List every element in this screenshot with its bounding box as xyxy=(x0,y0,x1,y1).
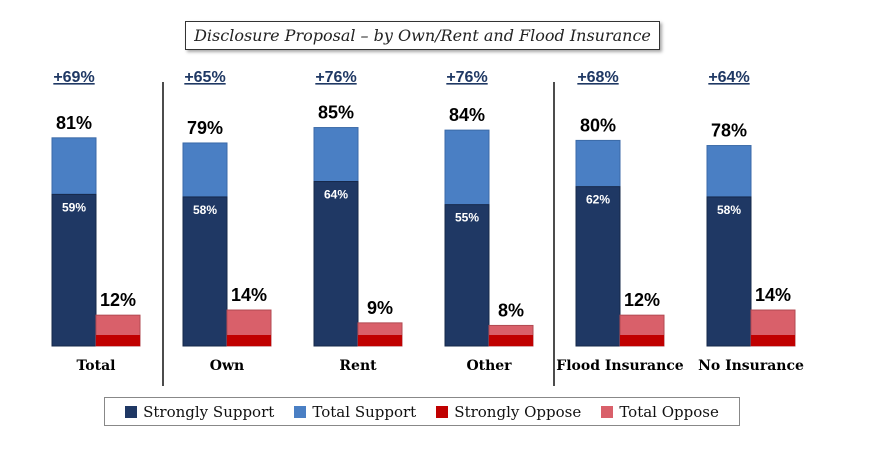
legend-item-strongly-oppose: Strongly Oppose xyxy=(436,403,581,421)
net-label-flood-insurance: +68% xyxy=(577,69,618,86)
net-label-other: +76% xyxy=(446,69,487,86)
category-label-own: Own xyxy=(210,358,244,374)
label-total-oppose-no-insurance: 14% xyxy=(755,285,791,305)
category-label-no-insurance: No Insurance xyxy=(698,358,804,374)
legend-swatch-strongly-support xyxy=(125,405,138,418)
label-total-support-other: 84% xyxy=(449,105,485,125)
legend-swatch-total-support xyxy=(294,405,307,418)
bar-strongly-support-no-insurance xyxy=(706,196,752,347)
legend-label-strongly-oppose: Strongly Oppose xyxy=(454,402,582,421)
label-strongly-support-no-insurance: 58% xyxy=(717,203,741,217)
bar-strongly-support-flood-insurance xyxy=(575,186,621,347)
label-total-support-flood-insurance: 80% xyxy=(580,115,616,135)
legend-swatch-strongly-oppose xyxy=(436,405,449,418)
label-total-oppose-own: 14% xyxy=(231,285,267,305)
label-strongly-support-flood-insurance: 62% xyxy=(586,193,610,207)
bar-strongly-support-rent xyxy=(313,181,359,347)
category-label-rent: Rent xyxy=(339,358,377,374)
bar-strongly-oppose-own xyxy=(227,335,271,346)
bar-strongly-oppose-flood-insurance xyxy=(620,335,664,346)
net-label-rent: +76% xyxy=(315,69,356,86)
bar-strongly-oppose-other xyxy=(489,335,533,346)
bar-strongly-support-other xyxy=(444,204,490,347)
legend-label-total-oppose: Total Oppose xyxy=(619,402,719,421)
label-strongly-support-total: 59% xyxy=(62,200,86,214)
net-label-total: +69% xyxy=(53,69,94,86)
legend: Strongly Support Total Support Strongly … xyxy=(104,397,740,426)
label-total-support-own: 79% xyxy=(187,118,223,138)
label-total-oppose-total: 12% xyxy=(100,290,136,310)
bar-strongly-support-own xyxy=(182,196,228,347)
category-label-flood-insurance: Flood Insurance xyxy=(556,358,684,374)
bar-strongly-oppose-total xyxy=(96,335,140,346)
bar-strongly-support-total xyxy=(51,193,97,347)
bar-strongly-oppose-rent xyxy=(358,335,402,346)
category-label-total: Total xyxy=(76,358,115,374)
chart-title: Disclosure Proposal – by Own/Rent and Fl… xyxy=(185,21,660,50)
label-strongly-support-other: 55% xyxy=(455,211,479,225)
label-total-support-total: 81% xyxy=(56,113,92,133)
net-label-own: +65% xyxy=(184,69,225,86)
label-strongly-support-own: 58% xyxy=(193,203,217,217)
label-total-oppose-flood-insurance: 12% xyxy=(624,290,660,310)
legend-item-strongly-support: Strongly Support xyxy=(125,403,274,421)
label-total-oppose-other: 8% xyxy=(498,300,524,320)
label-total-support-no-insurance: 78% xyxy=(711,121,747,141)
net-label-no-insurance: +64% xyxy=(708,69,749,86)
bar-strongly-oppose-no-insurance xyxy=(751,335,795,346)
label-total-support-rent: 85% xyxy=(318,103,354,123)
legend-label-strongly-support: Strongly Support xyxy=(143,402,275,421)
label-strongly-support-rent: 64% xyxy=(324,188,348,202)
legend-swatch-total-oppose xyxy=(601,405,614,418)
label-total-oppose-rent: 9% xyxy=(367,298,393,318)
legend-label-total-support: Total Support xyxy=(312,402,417,421)
legend-item-total-oppose: Total Oppose xyxy=(601,403,719,421)
category-label-other: Other xyxy=(466,358,512,374)
legend-item-total-support: Total Support xyxy=(294,403,416,421)
